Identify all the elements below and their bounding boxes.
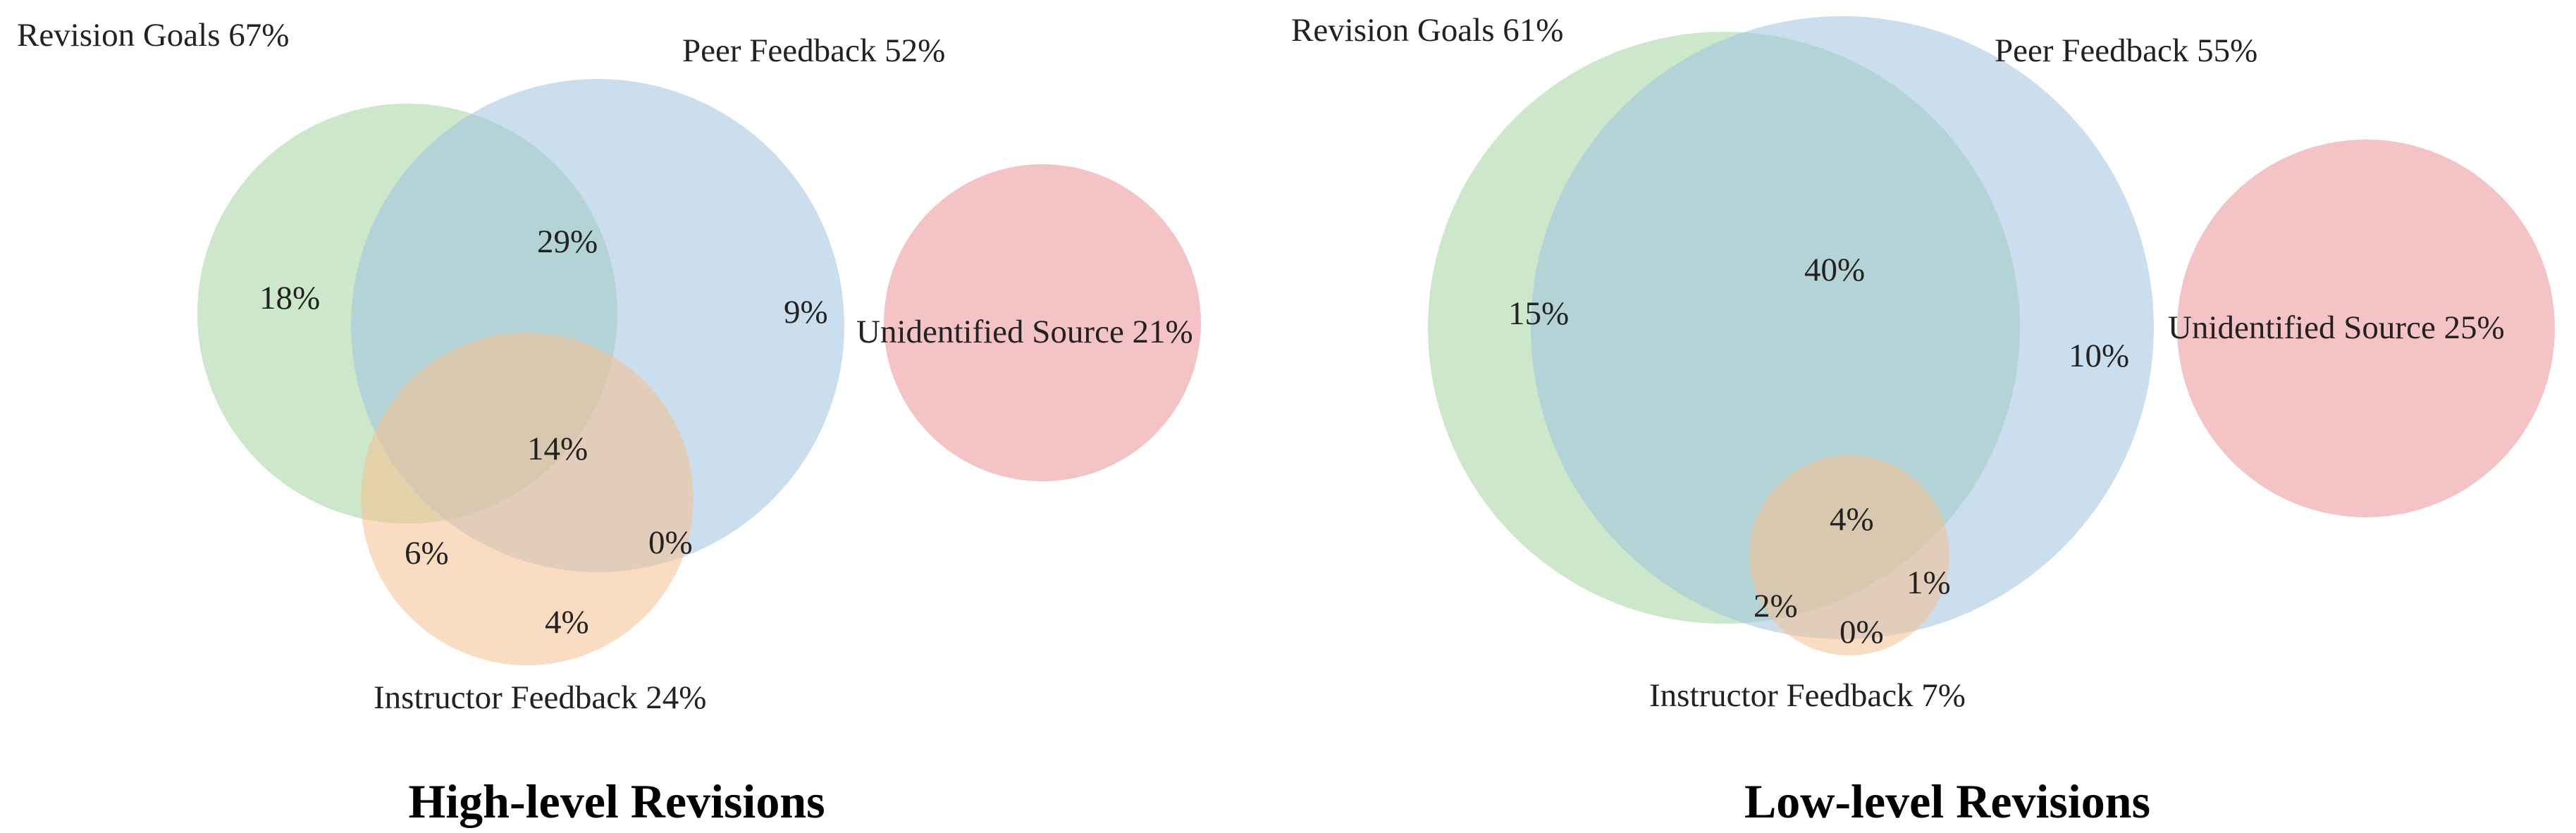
region-label-instructor-feedback-only: 0% <box>1839 614 1884 650</box>
circle-instructor-feedback <box>1749 455 1949 655</box>
region-label-all-three: 14% <box>527 431 588 467</box>
diagram-title-high-level: High-level Revisions <box>408 775 825 828</box>
set-label-revision-goals: Revision Goals 61% <box>1291 12 1563 49</box>
region-label-peer-feedback-only: 9% <box>784 294 828 331</box>
venn-low-level: Revision Goals 61% Peer Feedback 55% Ins… <box>1291 12 2555 828</box>
set-label-unidentified-source: Unidentified Source 21% <box>856 314 1193 350</box>
region-label-revision-goals-instructor-feedback: 2% <box>1754 588 1798 624</box>
region-label-revision-goals-only: 18% <box>259 280 320 316</box>
circle-peer-feedback <box>1531 16 2154 639</box>
circle-unidentified-source <box>2177 140 2555 517</box>
set-label-peer-feedback: Peer Feedback 52% <box>682 32 945 69</box>
set-label-instructor-feedback: Instructor Feedback 24% <box>374 679 706 716</box>
region-label-peer-feedback-instructor-feedback: 0% <box>648 524 693 561</box>
region-label-peer-feedback-only: 10% <box>2069 338 2129 374</box>
region-label-instructor-feedback-only: 4% <box>545 604 589 641</box>
region-label-all-three: 4% <box>1830 501 1874 538</box>
region-label-revision-goals-peer-feedback: 29% <box>537 223 598 260</box>
region-label-revision-goals-peer-feedback: 40% <box>1804 252 1865 288</box>
diagram-title-low-level: Low-level Revisions <box>1744 775 2150 828</box>
region-label-revision-goals-instructor-feedback: 6% <box>405 535 449 572</box>
set-label-revision-goals: Revision Goals 67% <box>17 17 289 54</box>
venn-high-level: Revision Goals 67% Peer Feedback 52% Ins… <box>17 17 1201 828</box>
circle-unidentified-source <box>884 164 1201 481</box>
set-label-unidentified-source: Unidentified Source 25% <box>2168 309 2505 346</box>
circle-instructor-feedback <box>361 333 694 665</box>
region-label-revision-goals-only: 15% <box>1508 295 1569 332</box>
set-label-instructor-feedback: Instructor Feedback 7% <box>1649 677 1966 714</box>
region-label-peer-feedback-instructor-feedback: 1% <box>1906 564 1951 601</box>
set-label-peer-feedback: Peer Feedback 55% <box>1995 32 2257 69</box>
